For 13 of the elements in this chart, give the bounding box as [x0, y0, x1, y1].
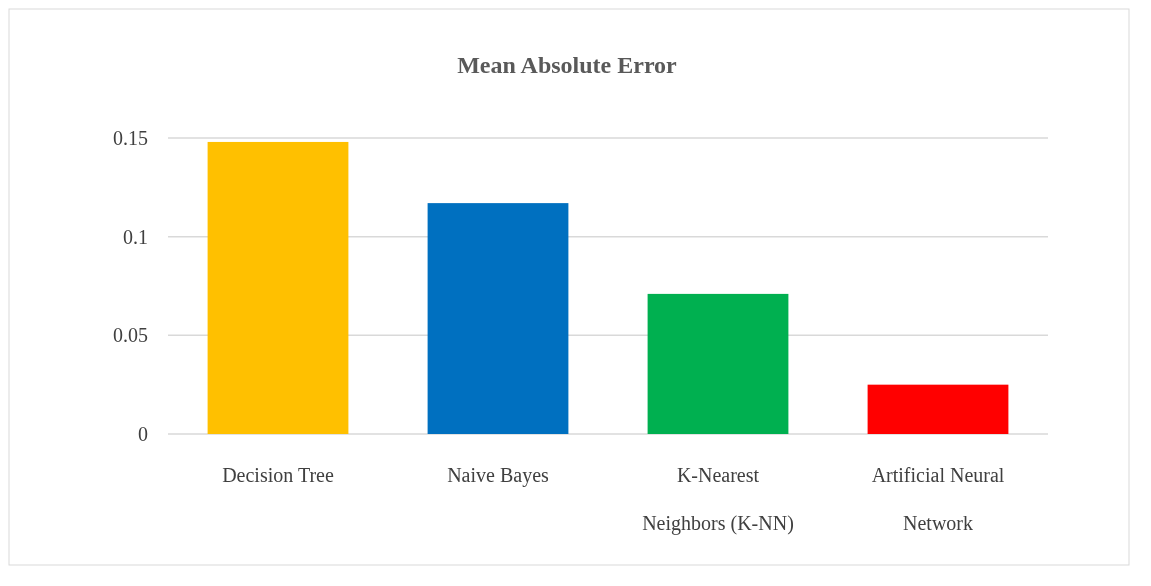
bar — [647, 293, 789, 434]
x-tick-label: Decision Tree — [222, 464, 334, 486]
x-tick-label: Naive Bayes — [447, 464, 550, 487]
bar — [867, 384, 1009, 434]
y-tick-label: 0 — [138, 423, 148, 445]
y-tick-label: 0.05 — [113, 324, 148, 347]
chart-title: Mean Absolute Error — [457, 52, 678, 78]
category-label: Artificial Neural Network — [871, 464, 1005, 534]
bar — [427, 203, 569, 434]
y-tick-label: 0.15 — [113, 127, 148, 149]
y-tick-label: 0.1 — [123, 225, 148, 248]
category-label: K-Nearest Neighbors (K-NN) — [642, 464, 794, 534]
bar — [207, 141, 349, 434]
